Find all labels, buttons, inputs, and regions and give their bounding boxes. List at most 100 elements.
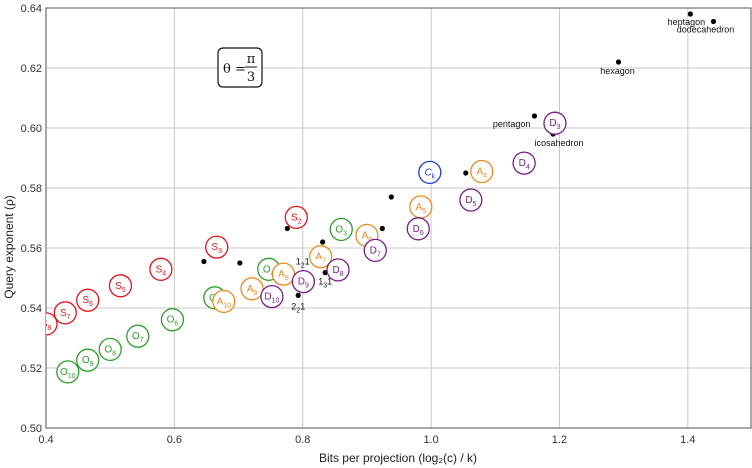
circled-marker-a <box>470 159 494 184</box>
point-label: icosahedron <box>535 138 584 148</box>
x-axis-title: Bits per projection (log₂(c) / k) <box>319 451 477 465</box>
circled-marker-d <box>459 188 483 212</box>
data-point <box>201 258 207 265</box>
circled-marker-label: O9 <box>82 355 94 368</box>
circled-marker-o <box>56 360 80 384</box>
circled-marker-label: A8 <box>278 269 289 282</box>
circled-marker-label: Ck <box>424 167 435 180</box>
y-tick-label: 0.54 <box>21 303 42 315</box>
circled-marker-label: S2 <box>291 212 302 225</box>
data-point <box>295 292 301 298</box>
x-tick-label: 0.8 <box>295 434 310 446</box>
circled-marker-label: A7 <box>315 252 326 265</box>
circled-marker-label: O3 <box>335 224 347 237</box>
x-tick-label: 0.6 <box>167 434 182 446</box>
y-tick-label: 0.56 <box>21 243 42 255</box>
theta-annotation: θ = π 3 <box>217 47 263 88</box>
circled-marker-label: A9 <box>247 284 258 297</box>
circled-marker-label: S6 <box>82 295 93 308</box>
x-tick-label: 1.2 <box>552 434 567 446</box>
circled-marker-s <box>149 257 173 281</box>
y-tick-label: 0.60 <box>21 123 42 135</box>
circled-marker-label: D3 <box>549 118 560 131</box>
point-label: heptagon <box>668 17 706 27</box>
point-index-label: 131 <box>318 277 332 290</box>
x-tick-label: 1.4 <box>680 434 695 446</box>
circled-marker-c <box>418 160 442 185</box>
y-axis-title: Query exponent (ρ) <box>2 195 16 299</box>
circled-marker-d <box>363 238 387 263</box>
circled-marker-s <box>108 274 133 298</box>
circled-marker-label: D8 <box>332 265 343 278</box>
plot-frame <box>45 7 752 429</box>
circled-marker-s <box>53 301 77 325</box>
circled-marker-label: D9 <box>298 277 309 290</box>
circled-marker-label: A4 <box>477 167 488 180</box>
data-point <box>320 239 326 245</box>
theta-annotation-box <box>217 47 263 88</box>
x-tick-label: 0.4 <box>38 434 53 446</box>
y-tick-label: 0.50 <box>21 423 42 435</box>
y-tick-label: 0.64 <box>21 3 42 15</box>
data-point <box>237 260 243 266</box>
data-point <box>710 18 717 25</box>
circled-marker-a <box>309 245 333 269</box>
data-point <box>531 113 538 119</box>
circled-marker-d <box>406 217 430 241</box>
y-tick-label: 0.52 <box>21 363 42 375</box>
point-index-label: 121 <box>296 257 310 270</box>
circled-marker-label: D7 <box>370 245 381 258</box>
circled-marker-s <box>46 312 58 336</box>
circled-marker-label: O7 <box>132 331 144 344</box>
data-point <box>463 170 469 176</box>
circled-marker-label: S3 <box>211 242 222 255</box>
circled-markers: S2S3S4S5S6S7S8O3O4O5O6O7O8O9O10A4A5A6A7A… <box>41 111 567 384</box>
circled-marker-d <box>326 258 350 282</box>
data-point <box>615 59 622 65</box>
point-label: dodecahedron <box>677 25 735 35</box>
x-tick-label: 1.0 <box>423 434 438 446</box>
circled-marker-a <box>240 277 264 301</box>
data-point <box>687 11 693 17</box>
circled-marker-label: A10 <box>217 296 232 309</box>
circled-marker-d <box>543 111 567 135</box>
point-label: pentagon <box>493 119 531 129</box>
circled-marker-label: S4 <box>156 264 167 277</box>
circled-points: S2S3S4S5S6S7S8O3O4O5O6O7O8O9O10A4A5A6A7A… <box>41 111 567 384</box>
circled-marker-d <box>260 284 284 309</box>
point-label: hexagon <box>600 66 635 76</box>
circled-marker-label: S8 <box>41 319 52 332</box>
circled-marker-label: D5 <box>465 195 476 208</box>
circled-marker-o <box>160 308 185 332</box>
circled-marker-label: D4 <box>519 158 530 171</box>
circled-marker-o <box>126 324 150 348</box>
point-index-label: 221 <box>291 301 305 314</box>
circled-marker-s <box>76 288 100 312</box>
theta-annotation-denominator: 3 <box>247 70 255 85</box>
circled-marker-o <box>329 217 353 242</box>
circled-marker-o <box>76 348 100 372</box>
circled-marker-label: O8 <box>104 344 116 357</box>
y-tick-label: 0.62 <box>21 63 42 75</box>
circled-marker-label: D10 <box>264 292 279 305</box>
data-point <box>388 194 394 200</box>
axis-ticks: 0.4 0.6 0.8 1.0 1.2 1.4 0.50 0.52 0.54 0.56 0.58 0.… <box>21 3 696 446</box>
y-tick-label: 0.58 <box>21 183 42 195</box>
circled-marker-label: O6 <box>167 315 179 328</box>
circled-marker-s <box>284 205 308 230</box>
circled-marker-label: O10 <box>60 367 76 380</box>
circled-marker-label: S7 <box>60 308 71 321</box>
circled-marker-d <box>512 151 536 175</box>
theta-annotation-numerator: π <box>247 52 256 67</box>
data-point <box>379 225 385 232</box>
circled-marker-a <box>212 289 236 314</box>
circled-marker-d <box>291 269 316 294</box>
circled-marker-o <box>98 337 122 362</box>
circled-marker-label: A5 <box>416 202 427 215</box>
circled-marker-label: D6 <box>413 224 424 237</box>
theta-annotation-lhs: θ = <box>223 62 246 77</box>
circled-marker-s <box>205 235 229 259</box>
circled-marker-label: S5 <box>115 281 126 294</box>
